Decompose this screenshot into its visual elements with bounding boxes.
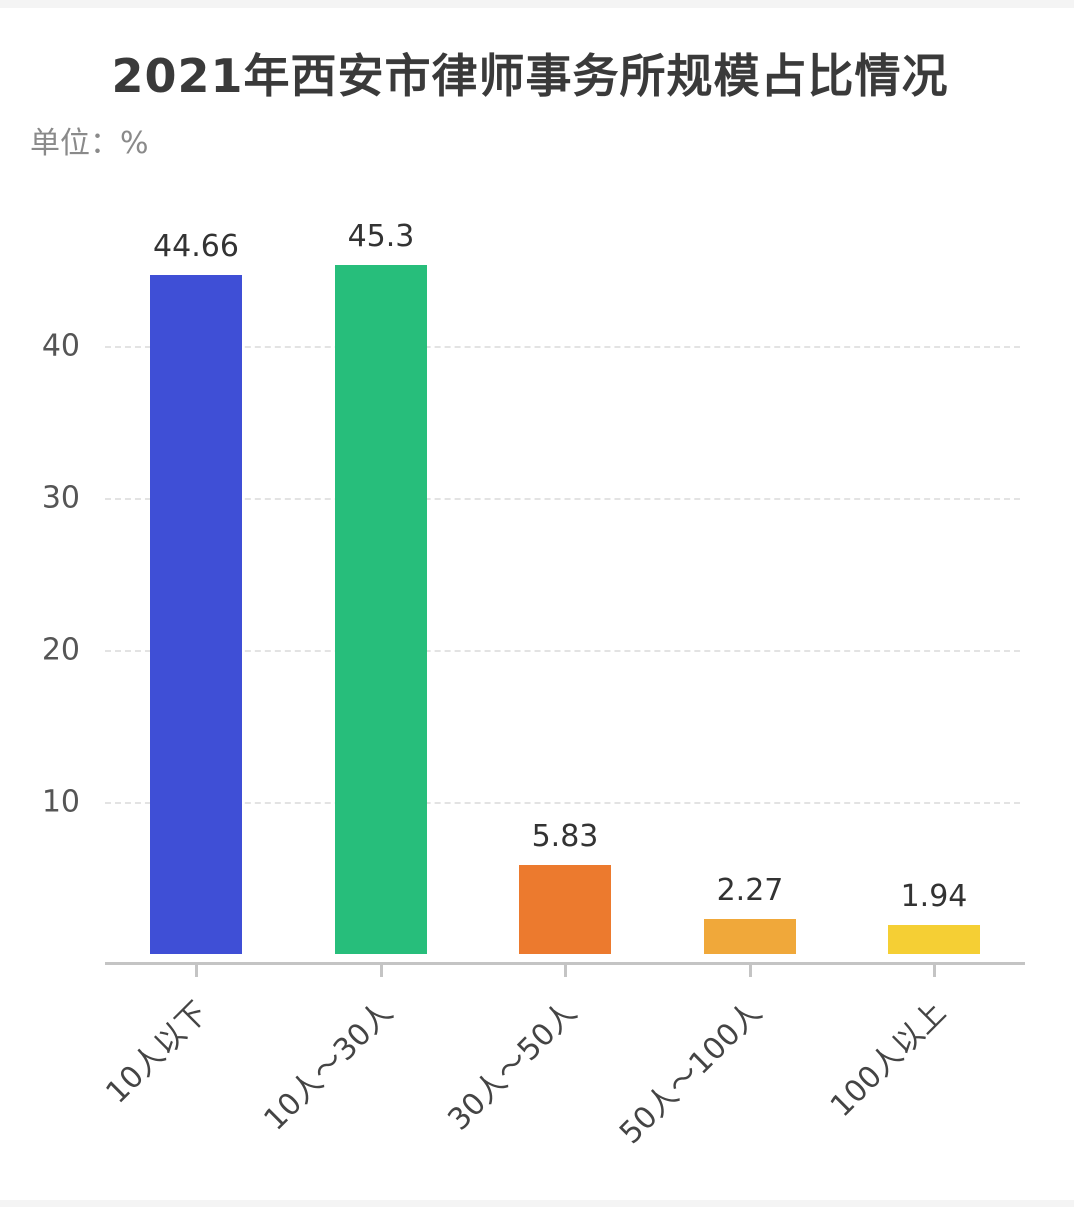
bar-value-label: 1.94 <box>900 878 968 914</box>
y-tick-label: 20 <box>41 632 80 668</box>
bar[interactable] <box>335 265 427 954</box>
bar-value-label: 5.83 <box>531 819 599 855</box>
x-category-label: 50人～100人 <box>612 995 769 1151</box>
x-axis-line <box>105 962 1025 965</box>
bar[interactable] <box>888 924 980 954</box>
x-tick <box>380 965 383 977</box>
x-tick <box>564 965 567 977</box>
unit-label: 单位：% <box>30 126 149 161</box>
y-tick-label: 30 <box>41 480 80 516</box>
chart-card: 2021年西安市律师事务所规模占比情况 单位：% 10 20 30 40 44.66 10… <box>0 8 1074 1200</box>
bar[interactable] <box>519 865 611 954</box>
x-category-label: 100人以上 <box>823 995 953 1124</box>
bar-value-label: 45.3 <box>347 219 415 255</box>
gridline <box>105 802 1020 804</box>
y-tick-label: 10 <box>41 784 80 820</box>
y-tick-label: 40 <box>41 328 80 364</box>
x-category-label: 10人以下 <box>99 995 215 1111</box>
gridline <box>105 498 1020 500</box>
chart-title: 2021年西安市律师事务所规模占比情况 <box>111 49 949 103</box>
bar[interactable] <box>150 275 242 954</box>
x-tick <box>933 965 936 977</box>
x-category-label: 10人～30人 <box>257 995 400 1138</box>
x-tick <box>195 965 198 977</box>
gridline <box>105 346 1020 348</box>
bar-value-label: 2.27 <box>716 873 784 909</box>
x-category-label: 30人～50人 <box>441 995 584 1138</box>
gridline <box>105 650 1020 652</box>
x-tick <box>749 965 752 977</box>
bar-value-label: 44.66 <box>153 229 239 265</box>
bar[interactable] <box>704 919 796 954</box>
